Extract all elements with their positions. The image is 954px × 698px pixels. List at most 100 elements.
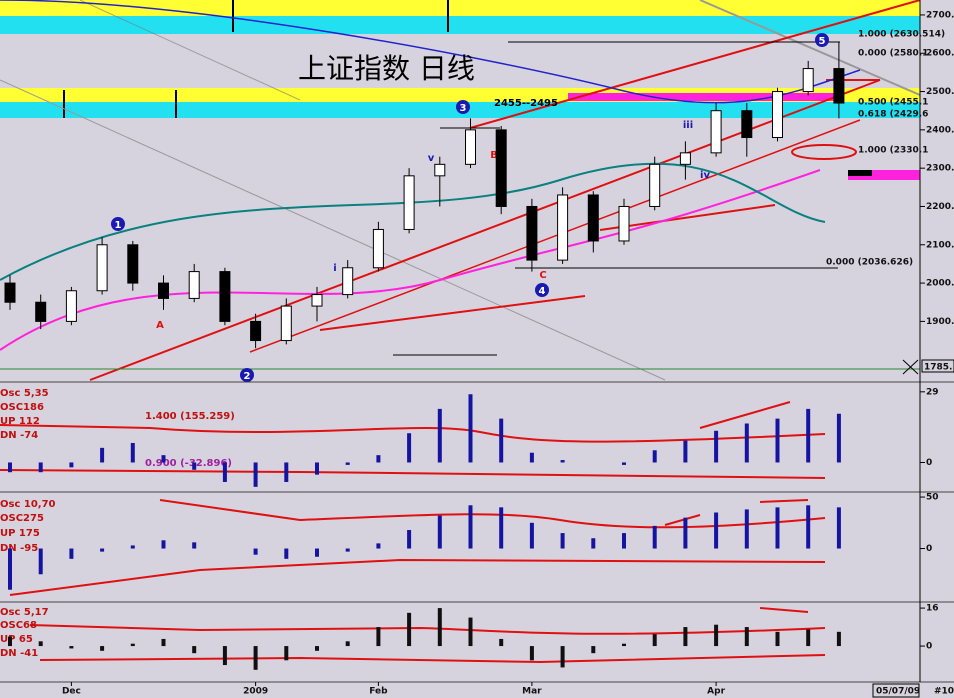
- panel-label: DN -41: [0, 648, 38, 659]
- osc-bar: [8, 548, 12, 590]
- footer-date: 05/07/09: [876, 687, 920, 697]
- candle-body: [280, 305, 292, 342]
- osc-bar: [284, 548, 289, 559]
- osc-bar: [529, 522, 534, 549]
- osc-bar: [407, 433, 412, 463]
- footer-box: [872, 683, 920, 698]
- osc-bar: [714, 430, 719, 463]
- annotation: 1.000 (2630.514): [858, 30, 945, 40]
- osc-bar: [836, 413, 841, 463]
- osc-bar: [468, 505, 473, 549]
- osc-bar: [499, 418, 504, 463]
- osc-bar: [222, 462, 227, 482]
- candle-body: [587, 194, 599, 242]
- band: [0, 0, 920, 16]
- osc-bar: [376, 627, 381, 647]
- candle-body: [250, 320, 262, 342]
- wave-label: A: [156, 320, 164, 331]
- frame: [0, 0, 954, 683]
- annotation: 0.618 (2429.6: [858, 110, 928, 120]
- wave-label: 5: [819, 36, 826, 47]
- osc-bar: [130, 545, 135, 549]
- osc-bar: [222, 646, 227, 666]
- osc-bar: [591, 538, 596, 549]
- annotation: 0.000 (2580.1: [858, 49, 928, 59]
- annotation: 1.400 (155.259): [145, 411, 235, 422]
- panel-label: OSC186: [0, 402, 44, 413]
- osc-bar: [806, 408, 811, 463]
- candle-body: [741, 110, 753, 139]
- osc-bar: [499, 507, 504, 549]
- cursor-label: 1785.: [924, 363, 952, 373]
- y-tick-label: 2200.: [926, 202, 954, 212]
- osc-bar: [529, 452, 534, 463]
- y-tick-label: 2500.: [926, 87, 954, 97]
- trend-lines: [0, 0, 921, 381]
- osc-bar: [345, 548, 350, 552]
- y-tick-label: 16: [926, 604, 939, 614]
- osc-bar: [192, 462, 197, 470]
- osc-bar: [806, 629, 811, 647]
- osc-bar: [345, 462, 350, 465]
- x-tick-label: Dec: [62, 687, 81, 697]
- panel-label: DN -74: [0, 430, 38, 441]
- band: [848, 170, 920, 180]
- osc-bar: [591, 646, 596, 654]
- candle-body: [679, 152, 691, 165]
- osc-bar: [38, 462, 43, 473]
- osc-bar: [315, 462, 319, 475]
- annotation: 2455--2495: [494, 98, 558, 109]
- band: [0, 16, 920, 34]
- osc-bar: [744, 423, 749, 463]
- y-tick-label: 1900.: [926, 317, 954, 327]
- panel-label: UP 175: [0, 528, 40, 539]
- osc-bar: [69, 646, 74, 649]
- osc-bar: [69, 548, 74, 559]
- y-tick-label: 2000.: [926, 279, 954, 289]
- osc-bar: [69, 462, 74, 468]
- osc-bar: [284, 462, 289, 482]
- candle-body: [4, 282, 16, 303]
- osc-lines: [0, 401, 826, 664]
- osc-bar: [622, 462, 626, 465]
- osc-bar: [683, 627, 688, 647]
- osc-bar: [130, 442, 135, 463]
- candle-body: [127, 244, 139, 284]
- osc-bar: [100, 646, 105, 651]
- osc-bar: [622, 643, 626, 647]
- annotation: 0.500 (2455.1: [858, 98, 928, 108]
- y-tick-label: 50: [926, 493, 939, 503]
- candle-body: [772, 91, 783, 139]
- osc-bar: [775, 507, 780, 549]
- osc-bar: [499, 638, 504, 647]
- osc-bar: [376, 543, 381, 549]
- osc-bar: [407, 530, 412, 549]
- wave-label: 2: [244, 371, 251, 382]
- osc-bar: [315, 548, 319, 557]
- osc-bar: [161, 455, 166, 463]
- osc-bar: [345, 641, 350, 647]
- osc-bar: [8, 636, 12, 647]
- candle-body: [710, 110, 722, 154]
- candle-body: [311, 294, 323, 307]
- osc-bar: [253, 646, 258, 670]
- osc-bar: [38, 641, 43, 647]
- candle-body: [465, 129, 476, 165]
- y-tick-label: 2300.: [926, 164, 954, 174]
- candle-body: [65, 290, 77, 322]
- candle-body: [618, 205, 630, 242]
- x-tick-label: 2009: [243, 687, 268, 697]
- osc-bar: [253, 462, 258, 487]
- osc-bar: [100, 548, 105, 552]
- wave-label: v: [428, 153, 435, 164]
- osc-bar: [652, 634, 657, 647]
- osc-bar: [407, 612, 412, 647]
- candle-body: [495, 129, 507, 207]
- osc-bar: [468, 394, 473, 463]
- y-tick-label: 2400.: [926, 125, 954, 135]
- osc-bar: [437, 408, 442, 463]
- candle-body: [434, 163, 446, 177]
- osc-bar: [376, 455, 381, 463]
- panel-title: Osc 5,35: [0, 388, 49, 399]
